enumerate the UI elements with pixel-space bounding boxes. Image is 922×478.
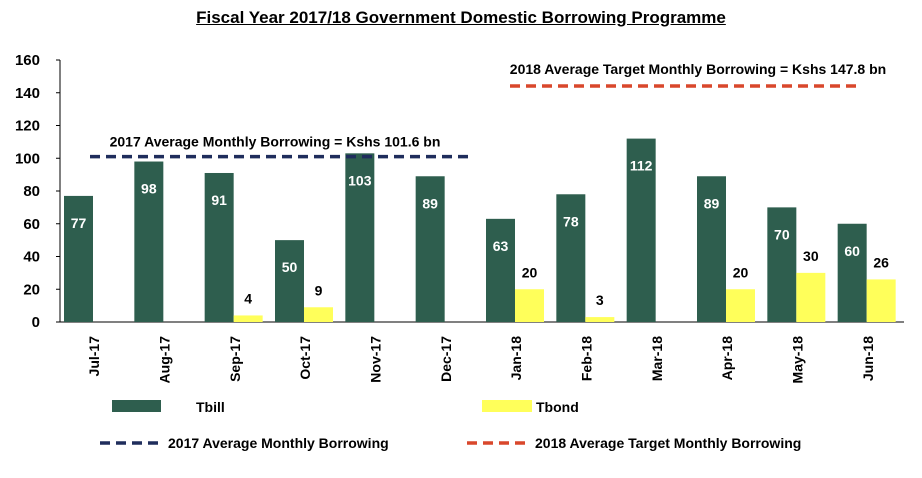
y-tick-label: 60 — [23, 216, 40, 233]
x-tick-label: Aug-17 — [157, 336, 173, 384]
data-label-tbond: 30 — [803, 248, 819, 264]
bar-tbill — [626, 138, 656, 322]
x-tick-label: Apr-18 — [719, 336, 735, 381]
data-label-tbill: 98 — [141, 181, 157, 197]
bar-tbill — [275, 240, 304, 322]
bar-tbill — [697, 176, 726, 322]
data-label-tbill: 103 — [348, 172, 372, 188]
bar-tbond — [726, 289, 755, 322]
data-label-tbill: 60 — [844, 243, 860, 259]
reference-label-2017: 2017 Average Monthly Borrowing = Kshs 10… — [110, 134, 441, 150]
bar-tbill — [556, 194, 586, 322]
data-label-tbill: 89 — [422, 195, 438, 211]
data-label-tbill: 78 — [563, 213, 579, 229]
data-label-tbill: 50 — [282, 259, 298, 275]
data-label-tbill: 63 — [493, 238, 509, 254]
bar-tbond — [515, 289, 544, 322]
x-tick-label: Oct-17 — [297, 336, 313, 380]
x-tick-label: May-18 — [790, 336, 806, 384]
x-tick-label: Dec-17 — [438, 336, 454, 382]
data-label-tbond: 3 — [596, 292, 604, 308]
bar-tbill — [134, 161, 164, 322]
data-label-tbond: 20 — [733, 264, 749, 280]
y-tick-label: 100 — [15, 150, 40, 167]
x-tick-label: Jan-18 — [508, 336, 524, 381]
bar-tbill — [345, 153, 375, 322]
y-tick-label: 20 — [23, 281, 40, 298]
legend-swatch-tbond — [482, 400, 532, 412]
x-tick-label: Mar-18 — [649, 336, 665, 381]
legend: Tbill Tbond 2017 Average Monthly Borrowing… — [100, 399, 801, 451]
bar-tbill — [415, 176, 445, 322]
legend-swatch-tbill — [112, 400, 161, 412]
reference-label-2018: 2018 Average Target Monthly Borrowing = … — [510, 61, 886, 77]
x-tick-label: Jun-18 — [860, 336, 876, 381]
y-tick-label: 80 — [23, 183, 40, 200]
y-tick-label: 40 — [23, 249, 40, 266]
data-label-tbill: 91 — [211, 192, 227, 208]
legend-label-2017: 2017 Average Monthly Borrowing — [168, 435, 389, 451]
legend-label-tbill: Tbill — [196, 399, 225, 415]
x-tick-label: Feb-18 — [579, 336, 595, 381]
bar-tbond — [304, 307, 333, 322]
data-label-tbill: 77 — [71, 215, 87, 231]
data-label-tbill: 70 — [774, 226, 790, 242]
y-tick-label: 160 — [15, 52, 40, 69]
legend-label-tbond: Tbond — [536, 399, 579, 415]
x-tick-label: Sep-17 — [227, 336, 243, 382]
legend-label-2018: 2018 Average Target Monthly Borrowing — [535, 435, 801, 451]
chart-title: Fiscal Year 2017/18 Government Domestic … — [196, 8, 726, 27]
bar-tbill — [204, 172, 234, 322]
x-tick-label: Nov-17 — [368, 336, 384, 383]
data-label-tbond: 9 — [315, 282, 323, 298]
bar-tbond — [585, 317, 615, 322]
data-label-tbill: 112 — [630, 158, 653, 174]
bar-tbill — [486, 218, 515, 322]
bar-tbill — [64, 195, 93, 322]
bar-tbond — [796, 272, 826, 322]
bar-tbill — [837, 223, 867, 322]
data-label-tbond: 26 — [873, 254, 889, 270]
y-tick-label: 120 — [15, 118, 40, 135]
bar-tbond — [233, 315, 263, 322]
reference-lines: 2017 Average Monthly Borrowing = Kshs 10… — [90, 61, 886, 159]
data-label-tbond: 4 — [244, 290, 252, 306]
y-tick-label: 0 — [32, 314, 40, 331]
bar-tbill — [767, 207, 797, 322]
bar-tbond — [866, 279, 896, 322]
x-tick-label: Jul-17 — [86, 336, 102, 377]
y-tick-label: 140 — [15, 85, 40, 102]
data-label-tbond: 20 — [522, 264, 538, 280]
data-label-tbill: 89 — [704, 195, 720, 211]
bars: 77 98 91 4 50 9 103 89 63 20 78 3 112 89 20 70 30 60 26 — [64, 138, 896, 322]
axes: 0 20 40 60 80 100 120 140 160 Jul-17 Aug-17 Sep-17 O… — [15, 52, 904, 383]
